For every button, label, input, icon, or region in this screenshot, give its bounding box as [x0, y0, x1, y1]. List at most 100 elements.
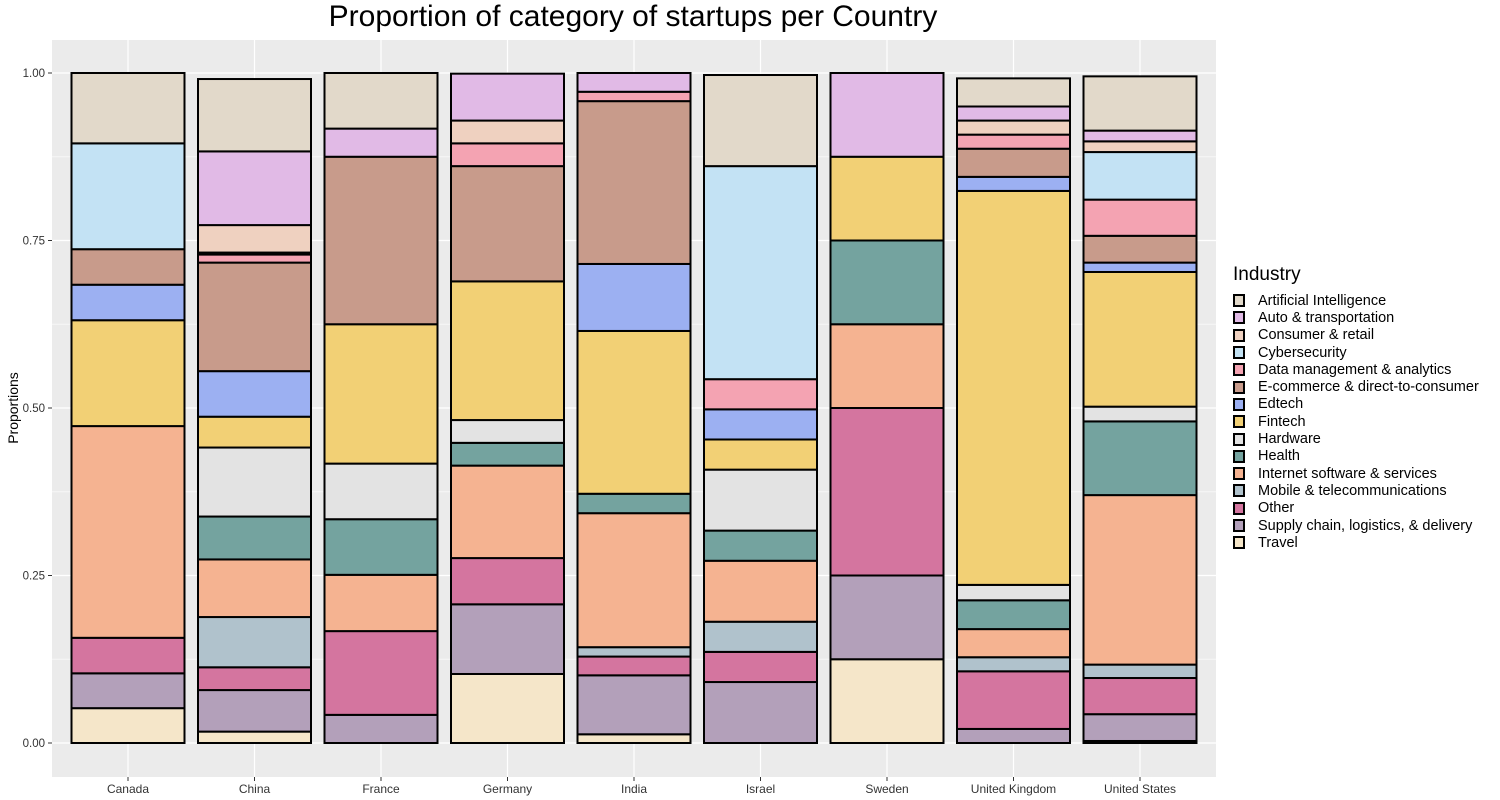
bar-segment — [197, 689, 312, 733]
bar-segment — [829, 239, 945, 326]
legend-label: E-commerce & direct-to-consumer — [1258, 379, 1479, 396]
legend-swatch — [1233, 346, 1245, 360]
legend-swatch — [1233, 328, 1245, 342]
legend-item: Internet software & services — [1233, 465, 1479, 482]
legend: Industry Artificial Intelligence Auto & t… — [1233, 264, 1479, 551]
x-tick-label: Canada — [107, 782, 149, 796]
legend-label: Mobile & telecommunications — [1258, 482, 1447, 499]
legend-item: Artificial Intelligence — [1233, 292, 1479, 309]
bar-segment — [829, 323, 945, 409]
bar-segment — [450, 557, 565, 606]
bar-segment — [576, 512, 692, 649]
bar-segment — [576, 262, 692, 332]
legend-swatch — [1233, 311, 1245, 325]
legend-item: Travel — [1233, 534, 1479, 551]
bar-segment — [450, 119, 565, 145]
bar-segment — [829, 72, 945, 158]
legend-swatch — [1233, 432, 1245, 446]
x-tick-label: United States — [1104, 782, 1176, 796]
bar-segment — [1082, 140, 1198, 154]
bar-segment — [197, 261, 312, 373]
bar-segment — [829, 407, 945, 577]
bar-segment — [576, 655, 692, 677]
bar-segment — [576, 733, 692, 744]
legend-label: Data management & analytics — [1258, 361, 1452, 378]
bar-segment — [197, 253, 312, 264]
legend-label: Hardware — [1258, 431, 1321, 448]
bar-segment — [197, 616, 312, 669]
legend-label: Cybersecurity — [1258, 344, 1347, 361]
bar-segment — [450, 280, 565, 422]
bar-segment — [956, 189, 1071, 586]
bar-segment — [1082, 129, 1198, 143]
bar-segment — [576, 492, 692, 515]
x-tick-label: India — [621, 782, 647, 796]
bar-segment — [323, 573, 439, 633]
legend-item: Fintech — [1233, 413, 1479, 430]
bar-segment — [956, 105, 1071, 122]
bar-segment — [576, 90, 692, 103]
bar-segment — [956, 77, 1071, 108]
bar-segment — [197, 78, 312, 153]
bar-segment — [197, 224, 312, 254]
bar-segment — [829, 574, 945, 661]
bar-segment — [323, 127, 439, 158]
bar-segment — [1082, 494, 1198, 666]
bar-segment — [70, 636, 186, 675]
bar-segment — [197, 666, 312, 692]
legend-label: Edtech — [1258, 396, 1304, 413]
legend-item: Hardware — [1233, 430, 1479, 447]
bar-segment — [576, 100, 692, 265]
bar-segment — [829, 658, 945, 744]
bar-segment — [450, 72, 565, 122]
bar-segment — [703, 378, 818, 411]
legend-label: Travel — [1258, 534, 1298, 551]
bar-segment — [1082, 198, 1198, 237]
legend-label: Auto & transportation — [1258, 309, 1395, 326]
bar-segment — [323, 323, 439, 465]
legend-item: Cybersecurity — [1233, 344, 1479, 361]
bar-segment — [197, 415, 312, 449]
bar-segment — [956, 656, 1071, 673]
bar-segment — [70, 72, 186, 145]
legend-swatch — [1233, 501, 1245, 515]
bar-segment — [70, 319, 186, 428]
bar-segment — [197, 515, 312, 561]
bar-segment — [450, 464, 565, 560]
bar-segment — [70, 142, 186, 251]
bar-segment — [323, 155, 439, 326]
legend-label: Health — [1258, 448, 1300, 465]
bar-segment — [450, 165, 565, 283]
bar-segment — [956, 175, 1071, 192]
bar-segment — [450, 441, 565, 467]
legend-swatch — [1233, 519, 1245, 532]
bar-segment — [1082, 234, 1198, 264]
legend-label: Supply chain, logistics, & delivery — [1258, 517, 1473, 534]
legend-label: Artificial Intelligence — [1258, 292, 1387, 309]
bar-segment — [576, 674, 692, 736]
bar-segment — [956, 670, 1071, 730]
bar-segment — [197, 370, 312, 418]
legend-swatch — [1233, 363, 1245, 377]
legend-item: Other — [1233, 500, 1479, 517]
legend-label: Consumer & retail — [1258, 327, 1375, 344]
legend-label: Fintech — [1258, 413, 1306, 430]
bar-segment — [703, 408, 818, 441]
bar-segment — [323, 518, 439, 576]
bar-segment — [1082, 663, 1198, 680]
legend-swatch — [1233, 449, 1245, 463]
x-tick-label: China — [239, 782, 271, 796]
bar-segment — [576, 329, 692, 495]
bar-segment — [323, 72, 439, 130]
bar-segment — [197, 558, 312, 619]
bar-segment — [1082, 677, 1198, 716]
bar-segment — [197, 730, 312, 744]
bar-segment — [323, 462, 439, 521]
bar-segment — [1082, 75, 1198, 132]
bar-segment — [70, 707, 186, 744]
x-tick-label: Germany — [483, 782, 532, 796]
legend-swatch — [1233, 397, 1245, 411]
bar-segment — [703, 438, 818, 471]
bar-segment — [956, 628, 1071, 659]
chart-title: Proportion of category of startups per C… — [328, 0, 938, 33]
